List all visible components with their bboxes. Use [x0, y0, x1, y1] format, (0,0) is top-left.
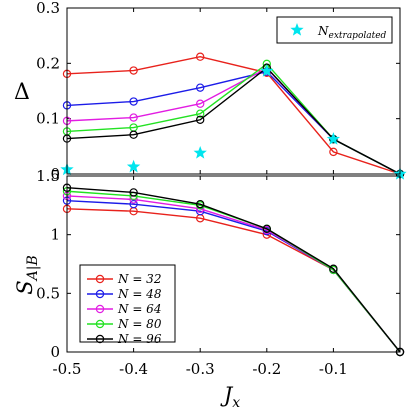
x-label-main: J	[220, 383, 234, 407]
legend-entry-label: N = 32	[117, 272, 161, 286]
top-y-tick-labels: 0 0.1 0.2 0.3	[36, 0, 60, 183]
extrapolated-star-point	[193, 145, 207, 159]
top-y-tick-label: 0.3	[36, 0, 60, 17]
legend-entry-label: N = 64	[117, 302, 161, 316]
bottom-y-label-main: S	[13, 280, 37, 294]
extrapolated-star-point	[126, 159, 141, 173]
x-tick-label: -0.4	[119, 360, 148, 378]
top-y-tick-label: 0.2	[36, 54, 60, 72]
bottom-series	[62, 183, 405, 357]
extrapolated-star-point	[326, 132, 341, 145]
top-data-point	[129, 97, 138, 106]
bottom-data-point	[262, 224, 271, 233]
legend-entry-label: N = 48	[117, 287, 162, 301]
x-tick-label: -0.1	[319, 360, 348, 378]
bottom-legend-box	[79, 264, 176, 343]
top-data-point	[195, 83, 205, 92]
top-legend-label: Nextrapolated	[317, 24, 387, 41]
bottom-y-tick-label: 1	[50, 226, 60, 244]
top-axes-box	[66, 7, 401, 175]
x-tick-label: -0.2	[252, 360, 281, 378]
bottom-y-label-sub: A|B	[25, 255, 41, 282]
bottom-y-tick-label: 0.5	[36, 284, 60, 302]
top-series-line	[66, 66, 401, 175]
bottom-axes-box	[66, 175, 401, 353]
bottom-y-label: SA|B	[13, 255, 41, 295]
top-data-point	[195, 115, 205, 124]
bottom-y-tick-label: 0	[50, 343, 60, 361]
legend-marker	[95, 289, 105, 299]
bottom-legend: N = 32N = 48N = 64N = 80N = 96	[79, 264, 176, 346]
bottom-data-point	[129, 199, 138, 209]
legend-marker	[95, 319, 105, 329]
top-panel: 0 0.1 0.2 0.3 Δ Nextrapolated	[14, 0, 407, 183]
top-data-point	[195, 109, 205, 118]
bottom-y-tick-labels: 0 0.5 1 1.5	[36, 167, 60, 361]
legend-marker	[95, 334, 105, 344]
top-series-line	[66, 55, 401, 175]
bottom-series-line	[66, 187, 401, 353]
bottom-data-point	[195, 199, 205, 209]
top-legend-main: N	[317, 24, 329, 38]
top-data-point	[195, 52, 205, 61]
legend-entry-label: N = 96	[117, 332, 162, 346]
top-legend-sub: extrapolated	[329, 31, 387, 41]
x-axis-label: Jx	[220, 383, 240, 411]
top-legend: Nextrapolated	[276, 16, 393, 44]
extrapolated-star-point	[260, 64, 274, 77]
x-tick-label: -0.5	[53, 360, 82, 378]
top-data-point	[195, 99, 205, 108]
top-data-point	[129, 113, 138, 122]
top-data-point	[129, 66, 138, 75]
top-y-tick-label: 0	[50, 165, 60, 183]
legend-entry-label: N = 80	[117, 317, 162, 331]
top-data-point	[329, 147, 338, 157]
bottom-panel: 0 0.5 1 1.5 -0.5 -0.4 -0.3 -0.2 -0.1 SA|B Jx N …	[13, 167, 405, 411]
legend-marker	[95, 274, 105, 284]
bottom-data-point	[129, 188, 138, 197]
legend-marker	[95, 304, 105, 314]
x-tick-labels: -0.5 -0.4 -0.3 -0.2 -0.1	[53, 360, 348, 378]
top-data-point	[129, 130, 138, 139]
top-y-tick-label: 0.1	[36, 110, 60, 128]
x-tick-label: -0.3	[186, 360, 215, 378]
x-label-sub: x	[232, 395, 240, 411]
top-y-label: Δ	[14, 80, 30, 105]
legend-star-marker	[290, 23, 304, 36]
bottom-data-point	[329, 264, 338, 273]
bottom-y-tick-label: 1.5	[36, 167, 60, 185]
